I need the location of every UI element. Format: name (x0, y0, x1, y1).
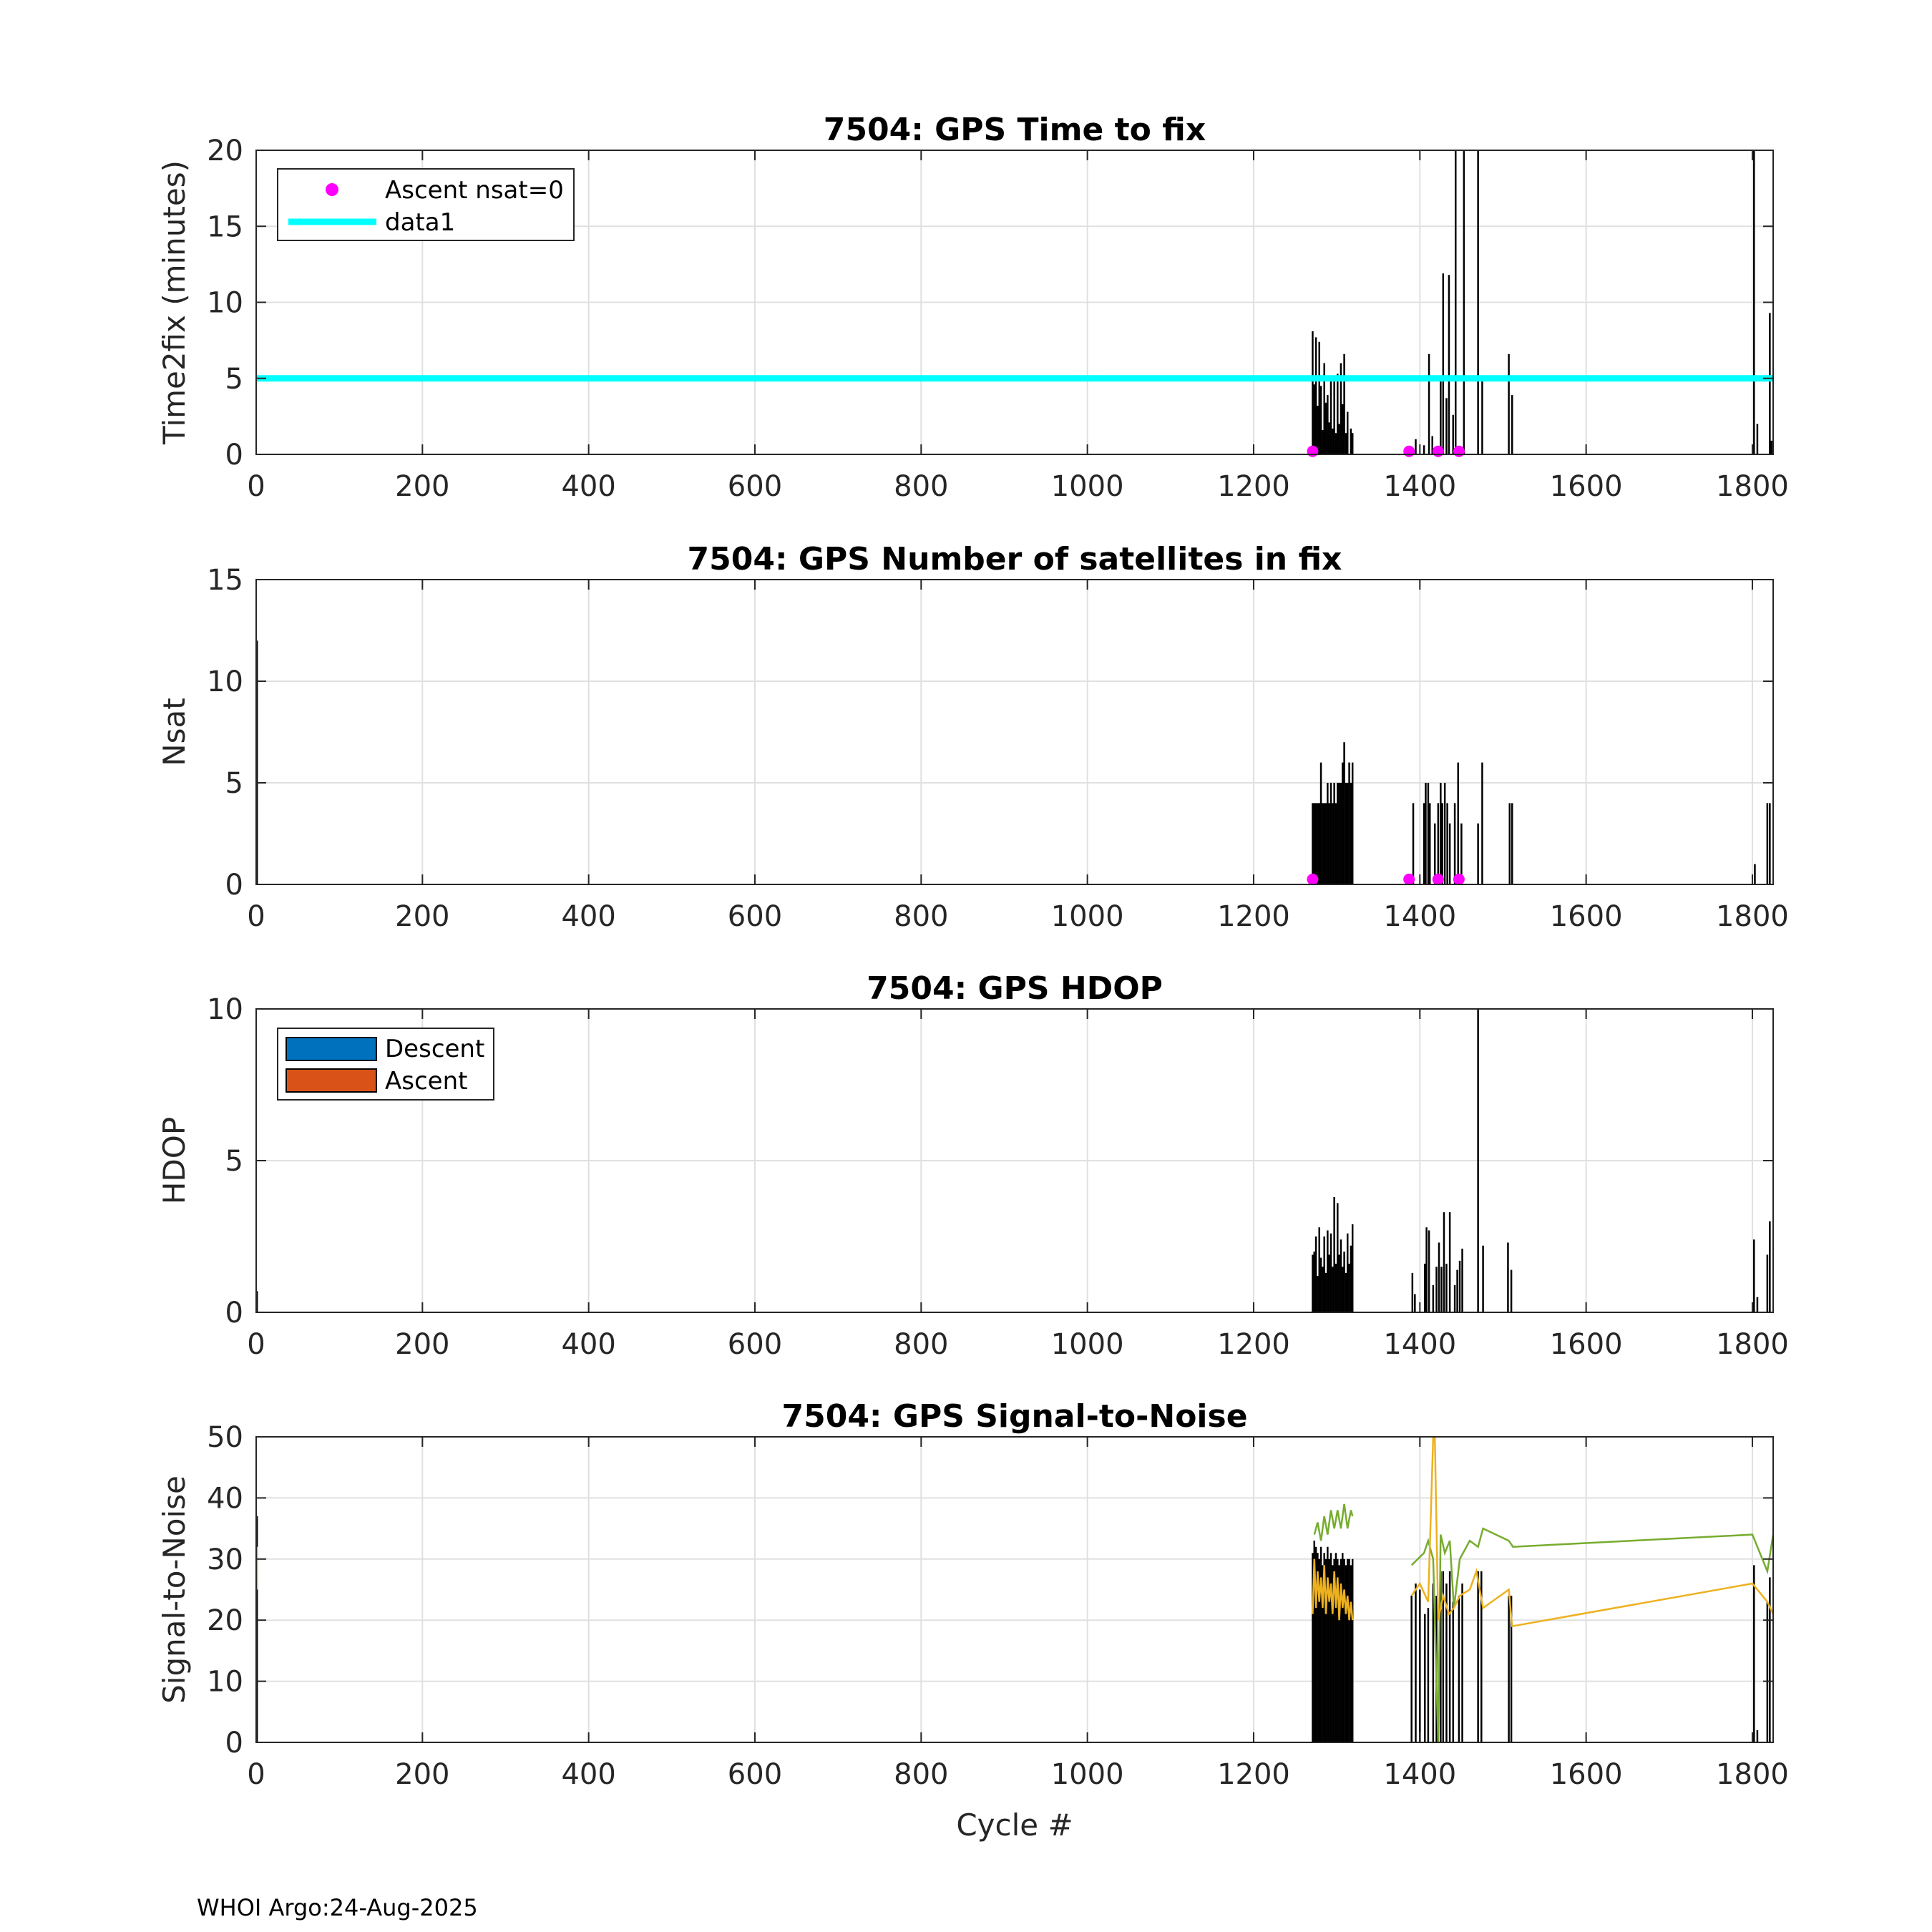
x-tick-label: 0 (247, 1328, 265, 1361)
x-tick-label: 200 (395, 900, 449, 933)
ascent-nsat0-marker (1453, 445, 1465, 457)
x-tick-label: 800 (894, 1328, 948, 1361)
y-tick-label: 5 (225, 767, 243, 800)
x-tick-label: 800 (894, 470, 948, 503)
x-tick-label: 800 (894, 900, 948, 933)
x-tick-label: 1800 (1716, 900, 1789, 933)
y-tick-label: 15 (207, 564, 243, 597)
x-tick-label: 1600 (1550, 470, 1623, 503)
legend-label: Ascent (385, 1067, 467, 1096)
x-tick-label: 1200 (1217, 900, 1290, 933)
panel-4: 0 200 400 600 800 1000 1200 1400 1600 1800 0 10 20 30… (157, 1398, 1789, 1843)
y-tick-label: 10 (207, 287, 243, 320)
y-axis-label: HDOP (157, 1117, 192, 1204)
x-tick-label: 1000 (1051, 1328, 1124, 1361)
series-line-green (1313, 1503, 1775, 1743)
ascent-nsat0-marker (1403, 445, 1415, 457)
y-tick-label: 10 (207, 993, 243, 1026)
x-tick-label: 1400 (1383, 900, 1456, 933)
x-tick-label: 1600 (1550, 900, 1623, 933)
y-tick-label: 0 (225, 1727, 243, 1760)
x-tick-label: 600 (728, 1328, 782, 1361)
x-tick-label: 200 (395, 470, 449, 503)
y-tick-label: 0 (225, 869, 243, 902)
legend-descent-swatch (286, 1037, 377, 1061)
panel-3: 0 200 400 600 800 1000 1200 1400 1600 1800 0 5 10 750… (157, 970, 1789, 1361)
legend-label: Ascent nsat=0 (385, 176, 564, 205)
x-tick-label: 400 (561, 900, 615, 933)
ascent-nsat0-marker (1432, 873, 1444, 885)
y-tick-label: 15 (207, 210, 243, 243)
x-tick-label: 1000 (1051, 470, 1124, 503)
y-axis-label: Signal-to-Noise (157, 1475, 192, 1704)
x-tick-label: 1400 (1383, 1328, 1456, 1361)
chart-title: 7504: GPS Number of satellites in fix (688, 541, 1342, 577)
panel-2: 0 200 400 600 800 1000 1200 1400 1600 1800 0 5 10 15 7… (157, 541, 1789, 933)
x-tick-label: 1400 (1383, 1758, 1456, 1791)
series-line-orange (255, 1435, 1775, 1628)
x-tick-label: 1800 (1716, 470, 1789, 503)
x-tick-label: 0 (247, 1758, 265, 1791)
x-tick-label: 200 (395, 1758, 449, 1791)
axes-box (255, 579, 1774, 885)
y-tick-label: 10 (207, 1666, 243, 1699)
x-tick-label: 1200 (1217, 1328, 1290, 1361)
y-tick-label: 5 (225, 1145, 243, 1178)
y-axis-label: Time2fix (minutes) (157, 160, 192, 445)
axes-box (255, 1436, 1774, 1743)
x-tick-label: 1800 (1716, 1328, 1789, 1361)
y-tick-label: 0 (225, 1297, 243, 1330)
x-tick-label: 400 (561, 470, 615, 503)
legend: Ascent nsat=0 data1 (277, 168, 575, 241)
legend-ascent-nsat0-marker (326, 183, 338, 196)
figure-plots: 0 200 400 600 800 1000 1200 1400 1600 18000510152… (157, 112, 1789, 1843)
x-axis-label: Cycle # (956, 1807, 1073, 1843)
x-tick-label: 1600 (1550, 1758, 1623, 1791)
ascent-nsat0-marker (1307, 873, 1319, 885)
footer-stamp: WHOI Argo:24-Aug-2025 (197, 1894, 478, 1921)
y-tick-label: 0 (225, 439, 243, 472)
ascent-nsat0-marker (1307, 445, 1319, 457)
ascent-nsat0-marker (1432, 445, 1444, 457)
legend-ascent-swatch (286, 1068, 377, 1093)
ascent-nsat0-marker (1453, 873, 1465, 885)
x-tick-label: 1000 (1051, 900, 1124, 933)
y-axis-label: Nsat (157, 698, 192, 766)
legend-box (277, 168, 575, 241)
legend: Descent Ascent (277, 1028, 494, 1101)
chart-title: 7504: GPS Signal-to-Noise (781, 1398, 1247, 1435)
x-tick-label: 1000 (1051, 1758, 1124, 1791)
chart-title: 7504: GPS HDOP (867, 970, 1163, 1007)
x-tick-label: 1200 (1217, 1758, 1290, 1791)
x-tick-label: 1200 (1217, 470, 1290, 503)
x-tick-label: 800 (894, 1758, 948, 1791)
ascent-nsat0-marker (1403, 873, 1415, 885)
x-tick-label: 400 (561, 1328, 615, 1361)
y-tick-label: 10 (207, 665, 243, 698)
x-tick-label: 600 (728, 900, 782, 933)
y-tick-label: 20 (207, 1604, 243, 1637)
y-tick-label: 30 (207, 1543, 243, 1576)
legend-label: data1 (385, 208, 455, 237)
x-tick-label: 600 (728, 1758, 782, 1791)
x-tick-label: 1400 (1383, 470, 1456, 503)
y-tick-label: 40 (207, 1482, 243, 1515)
x-tick-label: 1800 (1716, 1758, 1789, 1791)
chart-title: 7504: GPS Time to fix (824, 112, 1206, 148)
y-tick-label: 50 (207, 1421, 243, 1454)
x-tick-label: 0 (247, 900, 265, 933)
x-tick-label: 600 (728, 470, 782, 503)
legend-label: Descent (385, 1035, 484, 1063)
panel-1: 0 200 400 600 800 1000 1200 1400 1600 1800 0 5 10 15 2… (157, 112, 1789, 503)
y-tick-label: 5 (225, 363, 243, 396)
x-tick-label: 0 (247, 470, 265, 503)
y-tick-label: 20 (207, 135, 243, 167)
x-tick-label: 200 (395, 1328, 449, 1361)
x-tick-label: 400 (561, 1758, 615, 1791)
x-tick-label: 1600 (1550, 1328, 1623, 1361)
